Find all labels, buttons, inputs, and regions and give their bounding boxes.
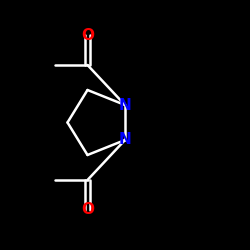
Text: N: N <box>119 98 132 112</box>
Text: O: O <box>81 202 94 218</box>
Text: N: N <box>119 132 132 148</box>
Text: O: O <box>81 28 94 42</box>
